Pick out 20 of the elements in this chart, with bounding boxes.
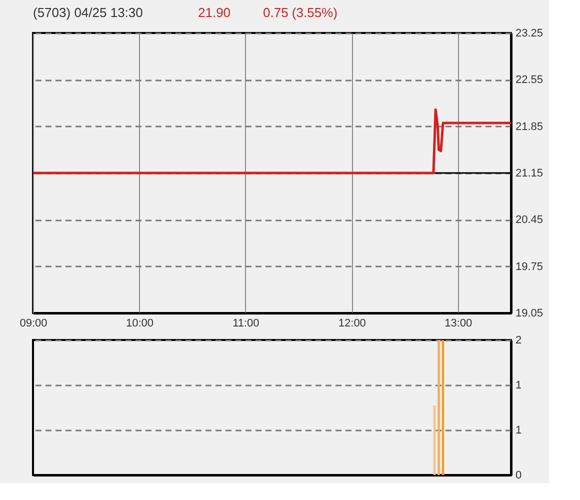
y-tick-label: 0: [516, 470, 522, 482]
y-tick-label: 1: [516, 424, 522, 436]
y-tick-label: 19.05: [516, 308, 544, 320]
line-series: [33, 108, 511, 174]
x-tick-label: 11:00: [232, 318, 260, 330]
text: 21.90: [198, 5, 231, 20]
y-tick-label: 21.15: [516, 168, 544, 180]
x-tick-label: 12:00: [338, 318, 366, 330]
y-tick-label: 2: [516, 334, 522, 346]
y-tick-label: 19.75: [516, 260, 544, 273]
x-tick-label: 09:00: [20, 318, 48, 330]
text: 0.75 (3.55%): [263, 5, 338, 20]
y-tick-label: 1: [516, 380, 522, 392]
y-tick-label: 21.85: [516, 120, 544, 133]
x-tick-label: 10:00: [126, 318, 154, 330]
chart-title: (5703) 04/25 13:30: [33, 5, 143, 20]
y-tick-label: 20.45: [516, 214, 544, 226]
x-tick-label: 13:00: [444, 318, 472, 330]
y-tick-label: 22.55: [516, 74, 544, 86]
y-tick-label: 23.25: [516, 28, 544, 40]
